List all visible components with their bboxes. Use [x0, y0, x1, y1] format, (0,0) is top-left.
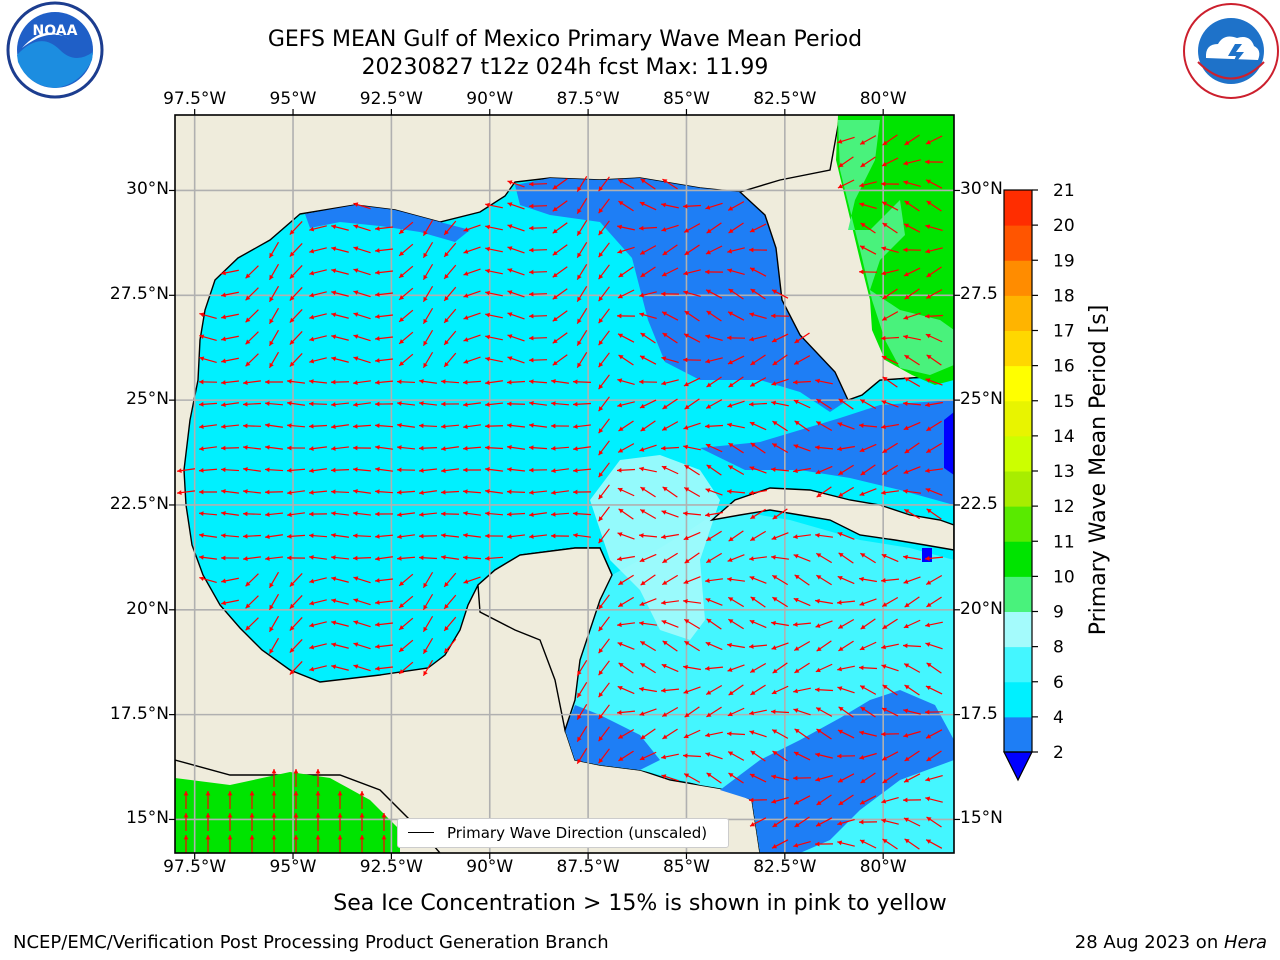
lat-label-right: 25°N	[960, 389, 1003, 409]
lon-label-bottom: 92.5°W	[360, 857, 423, 877]
colorbar-tick-label: 16	[1053, 357, 1075, 377]
island-dot	[922, 548, 932, 562]
colorbar: 2 4 6 8 9 10 11 12 13 14 15 16 17 18 19 20 21	[1004, 181, 1075, 780]
lat-label-right: 22.5	[960, 494, 998, 514]
lat-label-right: 17.5	[960, 704, 998, 724]
colorbar-tick-label: 14	[1053, 427, 1075, 447]
bahamas-islands	[944, 412, 954, 475]
colorbar-segment	[1004, 225, 1032, 261]
colorbar-tick-label: 9	[1053, 603, 1064, 623]
colorbar-tick-label: 15	[1053, 392, 1075, 412]
lon-label-bottom: 82.5°W	[753, 857, 816, 877]
lat-label-left: 25°N	[126, 389, 169, 409]
lon-label-top: 87.5°W	[557, 89, 620, 109]
colorbar-tick-label: 19	[1053, 251, 1075, 271]
lon-label-bottom: 97.5°W	[163, 857, 226, 877]
lat-label-left: 27.5°N	[110, 284, 169, 304]
colorbar-segment	[1004, 295, 1032, 331]
map-legend: Primary Wave Direction (unscaled)	[397, 818, 729, 848]
lon-label-top: 97.5°W	[163, 89, 226, 109]
footer-machine: Hera	[1224, 932, 1267, 953]
colorbar-tick-label: 6	[1053, 673, 1064, 693]
colorbar-segment	[1004, 576, 1032, 612]
lat-label-left: 17.5°N	[110, 704, 169, 724]
nws-logo	[1184, 4, 1278, 98]
colorbar-segment	[1004, 366, 1032, 402]
colorbar-segment	[1004, 190, 1032, 226]
colorbar-tick-label: 21	[1053, 181, 1075, 201]
colorbar-segment	[1004, 717, 1032, 753]
lon-label-bottom: 95°W	[270, 857, 317, 877]
lon-label-top: 90°W	[466, 89, 513, 109]
colorbar-tick-label: 8	[1053, 638, 1064, 658]
lon-label-top: 82.5°W	[753, 89, 816, 109]
colorbar-segment	[1004, 260, 1032, 296]
colorbar-segment	[1004, 506, 1032, 542]
lon-label-top: 95°W	[270, 89, 317, 109]
colorbar-segment	[1004, 436, 1032, 472]
lon-label-bottom: 87.5°W	[557, 857, 620, 877]
colorbar-segment	[1004, 471, 1032, 507]
lat-label-right: 27.5	[960, 284, 998, 304]
colorbar-tick-label: 20	[1053, 216, 1075, 236]
lat-label-left: 20°N	[126, 599, 169, 619]
footer-branch: NCEP/EMC/Verification Post Processing Pr…	[13, 932, 609, 953]
sea-ice-caption: Sea Ice Concentration > 15% is shown in …	[0, 891, 1280, 916]
lon-label-bottom: 85°W	[663, 857, 710, 877]
legend-line-sample	[408, 832, 434, 833]
lon-label-top: 80°W	[860, 89, 907, 109]
colorbar-segment	[1004, 612, 1032, 648]
colorbar-tick-label: 4	[1053, 708, 1064, 728]
footer-date: 28 Aug 2023 on Hera	[1075, 932, 1267, 953]
colorbar-tick-label: 18	[1053, 286, 1075, 306]
noaa-logo: NOAA	[8, 3, 102, 97]
colorbar-segment	[1004, 541, 1032, 577]
colorbar-segment	[1004, 682, 1032, 718]
colorbar-tick-label: 11	[1053, 532, 1075, 552]
colorbar-under-extension	[1004, 752, 1032, 780]
colorbar-tick-label: 17	[1053, 322, 1075, 342]
colorbar-label: Primary Wave Mean Period [s]	[1086, 305, 1111, 636]
svg-text:NOAA: NOAA	[33, 23, 78, 39]
lon-label-top: 85°W	[663, 89, 710, 109]
legend-label: Primary Wave Direction (unscaled)	[447, 824, 707, 842]
lat-label-left: 15°N	[126, 808, 169, 828]
colorbar-tick-label: 10	[1053, 567, 1075, 587]
colorbar-segment	[1004, 401, 1032, 437]
colorbar-segment	[1004, 331, 1032, 367]
colorbar-tick-label: 12	[1053, 497, 1075, 517]
lat-label-left: 22.5°N	[110, 494, 169, 514]
lat-label-left: 30°N	[126, 179, 169, 199]
lat-label-right: 15°N	[960, 808, 1003, 828]
lon-label-bottom: 90°W	[466, 857, 513, 877]
footer-date-text: 28 Aug 2023 on	[1075, 932, 1224, 953]
lon-label-bottom: 80°W	[860, 857, 907, 877]
lon-label-top: 92.5°W	[360, 89, 423, 109]
colorbar-segment	[1004, 647, 1032, 683]
lat-label-right: 30°N	[960, 179, 1003, 199]
colorbar-tick-label: 2	[1053, 743, 1064, 763]
lat-label-right: 20°N	[960, 599, 1003, 619]
colorbar-tick-label: 13	[1053, 462, 1075, 482]
